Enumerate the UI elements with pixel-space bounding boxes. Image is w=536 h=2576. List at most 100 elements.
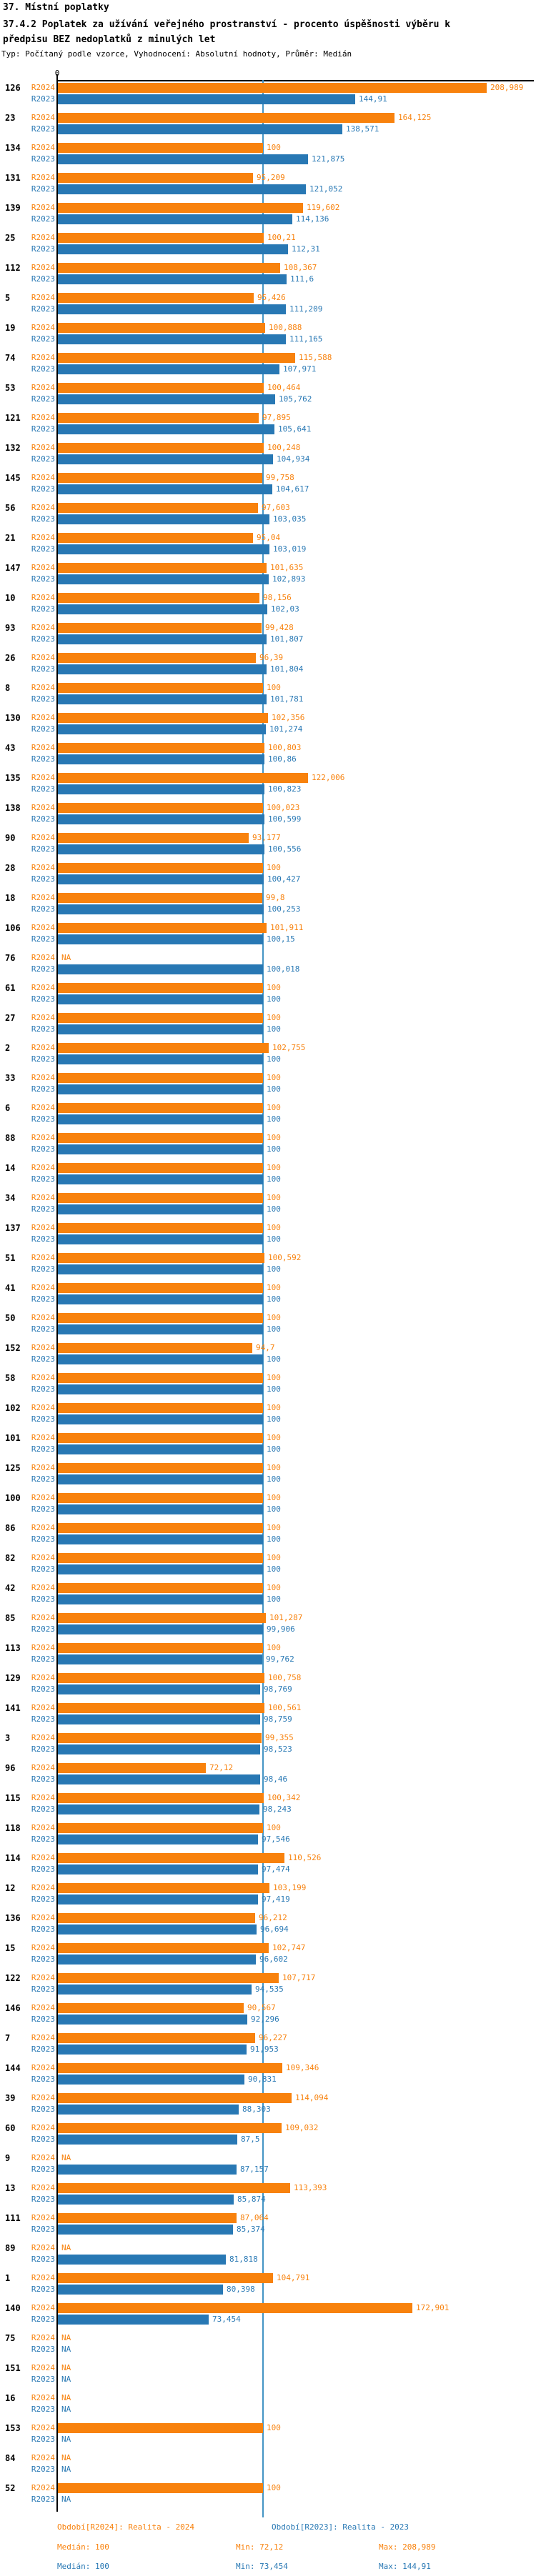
- bar-r2023-131: [58, 184, 306, 194]
- series-label-r2023: R2023: [31, 1684, 55, 1694]
- series-label-r2024: R2024: [31, 1343, 55, 1352]
- value-label-r2024-50: 100: [267, 1313, 281, 1322]
- series-label-r2023: R2023: [31, 694, 55, 704]
- bar-r2023-146: [58, 2015, 247, 2025]
- bar-r2023-88: [58, 1144, 263, 1154]
- value-label-r2024-144: 109,346: [286, 2063, 319, 2072]
- bar-r2024-33: [58, 1073, 263, 1083]
- value-label-r2024-43: 100,803: [268, 743, 302, 752]
- bar-group-135: 135 R2024 122,006 R2023 100,823: [0, 773, 536, 794]
- bar-r2023-96: [58, 1774, 260, 1784]
- row-id-label: 12: [5, 1883, 16, 1893]
- bar-r2023-130: [58, 724, 266, 734]
- row-id-label: 26: [5, 653, 16, 663]
- series-label-r2024: R2024: [31, 743, 55, 752]
- bar-group-111: 111 R2024 87,064 R2023 85,374: [0, 2213, 536, 2235]
- value-label-r2024-51: 100,592: [268, 1253, 302, 1262]
- value-label-r2023-23: 138,571: [346, 124, 379, 134]
- row-id-label: 7: [5, 2033, 11, 2043]
- series-label-r2023: R2023: [31, 2435, 55, 2444]
- series-label-r2024: R2024: [31, 1163, 55, 1172]
- bar-r2024-10: [58, 593, 259, 603]
- value-label-r2023-125: 100: [267, 1474, 281, 1484]
- value-label-r2024-112: 108,367: [284, 263, 317, 272]
- value-label-r2023-153: NA: [61, 2435, 71, 2444]
- value-label-r2023-75: NA: [61, 2345, 71, 2354]
- series-label-r2023: R2023: [31, 2465, 55, 2474]
- value-label-r2023-137: 100: [267, 1234, 281, 1244]
- row-id-label: 138: [5, 803, 21, 813]
- row-id-label: 16: [5, 2393, 16, 2403]
- series-label-r2023: R2023: [31, 724, 55, 734]
- bar-r2023-42: [58, 1594, 263, 1604]
- bar-r2023-121: [58, 424, 274, 434]
- bar-r2024-19: [58, 323, 265, 333]
- series-label-r2023: R2023: [31, 1624, 55, 1634]
- bar-group-138: 138 R2024 100,023 R2023 100,599: [0, 803, 536, 824]
- value-label-r2024-12: 103,199: [273, 1883, 307, 1892]
- value-label-r2024-138: 100,023: [267, 803, 300, 812]
- value-label-r2023-56: 103,035: [273, 514, 307, 524]
- bar-r2023-9: [58, 2165, 237, 2175]
- value-label-r2024-114: 110,526: [288, 1853, 322, 1862]
- series-label-r2024: R2024: [31, 803, 55, 812]
- bar-r2024-58: [58, 1373, 263, 1383]
- series-label-r2024: R2024: [31, 623, 55, 632]
- series-label-r2024: R2024: [31, 2183, 55, 2192]
- series-label-r2024: R2024: [31, 2213, 55, 2222]
- bar-r2024-145: [58, 473, 262, 483]
- bar-r2023-113: [58, 1654, 262, 1664]
- value-label-r2023-85: 99,906: [267, 1624, 295, 1634]
- value-label-r2023-82: 100: [267, 1564, 281, 1574]
- bar-group-75: 75 R2024 NA R2023 NA: [0, 2333, 536, 2355]
- row-id-label: 114: [5, 1853, 21, 1863]
- series-label-r2023: R2023: [31, 1714, 55, 1724]
- value-label-r2024-23: 164,125: [398, 113, 432, 122]
- series-label-r2023: R2023: [31, 2315, 55, 2324]
- bar-r2023-90: [58, 844, 264, 854]
- bar-group-16: 16 R2024 NA R2023 NA: [0, 2393, 536, 2415]
- series-label-r2024: R2024: [31, 863, 55, 872]
- value-label-r2024-28: 100: [267, 863, 281, 872]
- row-id-label: 146: [5, 2003, 21, 2013]
- value-label-r2024-15: 102,747: [272, 1943, 306, 1952]
- row-id-label: 33: [5, 1073, 16, 1083]
- series-label-r2024: R2024: [31, 473, 55, 482]
- bar-r2024-41: [58, 1283, 263, 1293]
- series-label-r2023: R2023: [31, 814, 55, 824]
- bar-group-144: 144 R2024 109,346 R2023 90,831: [0, 2063, 536, 2085]
- bar-r2023-15: [58, 1955, 256, 1965]
- bar-group-27: 27 R2024 100 R2023 100: [0, 1013, 536, 1034]
- series-label-r2023: R2023: [31, 2285, 55, 2294]
- legend-r2024-min: Min: 72,12: [236, 2542, 284, 2552]
- bar-r2024-129: [58, 1673, 264, 1683]
- series-label-r2024: R2024: [31, 1853, 55, 1862]
- value-label-r2024-2: 102,755: [272, 1043, 306, 1052]
- value-label-r2023-6: 100: [267, 1114, 281, 1124]
- bar-r2024-60: [58, 2123, 282, 2133]
- value-label-r2024-10: 98,156: [263, 593, 292, 602]
- bar-r2023-53: [58, 394, 275, 404]
- series-label-r2023: R2023: [31, 1774, 55, 1784]
- value-label-r2024-39: 114,094: [295, 2093, 329, 2102]
- value-label-r2023-144: 90,831: [248, 2075, 277, 2084]
- bar-r2023-152: [58, 1354, 263, 1364]
- value-label-r2023-130: 101,274: [269, 724, 303, 734]
- row-id-label: 88: [5, 1133, 16, 1143]
- series-label-r2023: R2023: [31, 1564, 55, 1574]
- bar-r2023-43: [58, 754, 264, 764]
- series-label-r2023: R2023: [31, 1534, 55, 1544]
- value-label-r2023-90: 100,556: [268, 844, 302, 854]
- series-label-r2023: R2023: [31, 274, 55, 284]
- bar-r2024-51: [58, 1253, 264, 1263]
- bar-r2023-74: [58, 364, 279, 374]
- chart-title: 37.4.2 Poplatek za užívání veřejného pro…: [3, 19, 451, 45]
- series-label-r2024: R2024: [31, 173, 55, 182]
- bar-group-115: 115 R2024 100,342 R2023 98,243: [0, 1793, 536, 1814]
- bar-group-21: 21 R2024 95,04 R2023 103,019: [0, 533, 536, 554]
- series-label-r2024: R2024: [31, 2063, 55, 2072]
- bar-r2024-3: [58, 1733, 262, 1743]
- series-label-r2024: R2024: [31, 1673, 55, 1682]
- row-id-label: 144: [5, 2063, 21, 2073]
- series-label-r2024: R2024: [31, 1823, 55, 1832]
